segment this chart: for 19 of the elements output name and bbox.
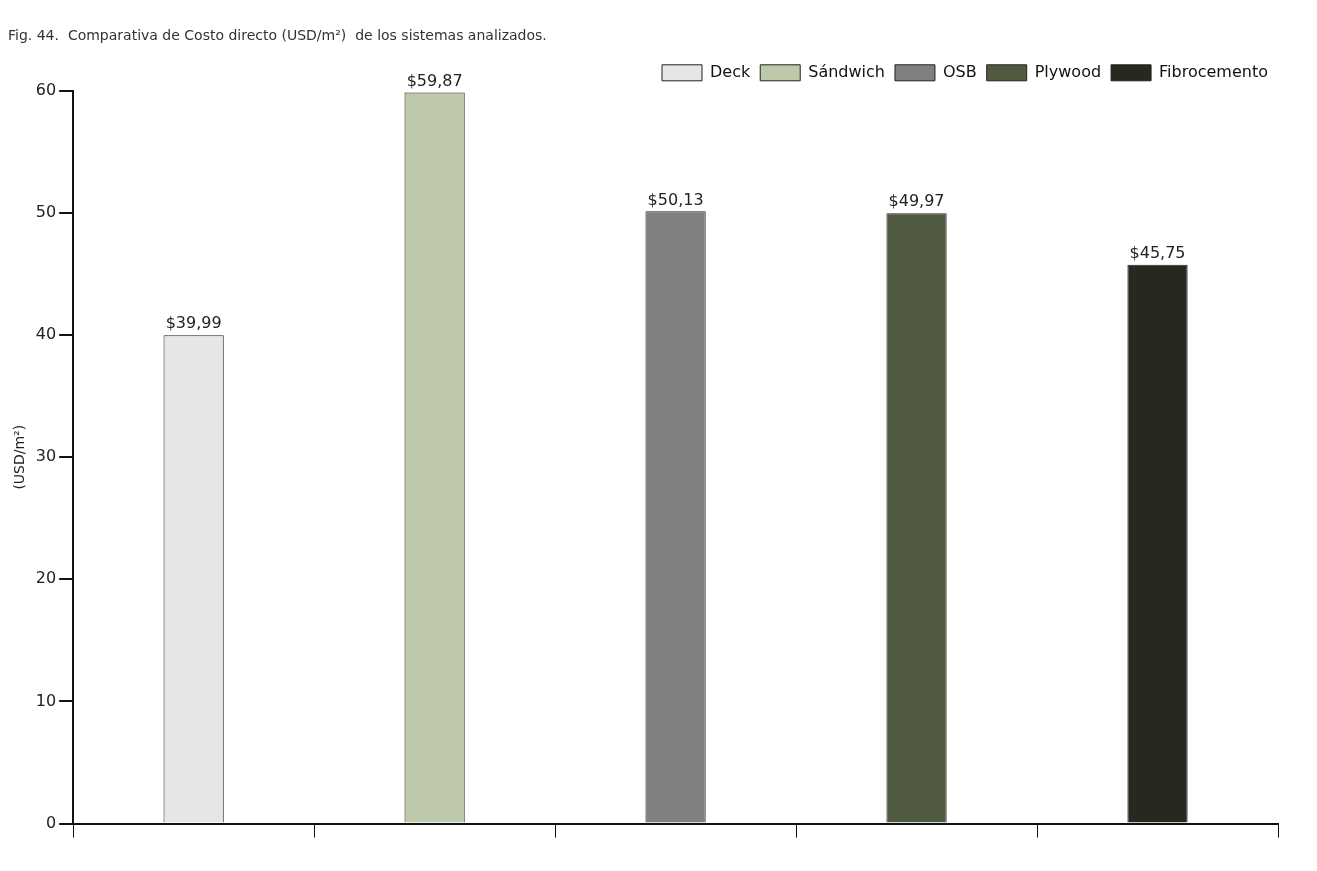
y-tick-label: 60	[35, 79, 57, 99]
legend-label: Fibrocemento	[1159, 61, 1269, 81]
y-tick-label: 20	[35, 568, 57, 588]
y-tick-label: 50	[35, 202, 57, 222]
data-label: $50,13	[647, 189, 704, 209]
data-label: $59,87	[406, 70, 463, 90]
y-axis-title: (USD/m²)	[11, 424, 28, 490]
data-label: $45,75	[1129, 243, 1186, 262]
legend-label: Deck	[710, 61, 751, 81]
y-tick-label: 30	[35, 446, 57, 466]
y-tick-label: 40	[35, 324, 57, 344]
data-label: $39,99	[165, 313, 222, 333]
y-tick-label: 10	[35, 690, 57, 710]
y-tick-label: 0	[45, 812, 57, 832]
data-label: $49,97	[888, 191, 945, 211]
legend-label: Sándwich	[808, 61, 885, 81]
legend-label: Plywood	[1034, 61, 1102, 81]
chart-title: Fig. 44. Comparativa de Costo directo (USD/m²) de los sistemas analizados.	[8, 27, 547, 44]
legend-label: OSB	[942, 61, 977, 81]
